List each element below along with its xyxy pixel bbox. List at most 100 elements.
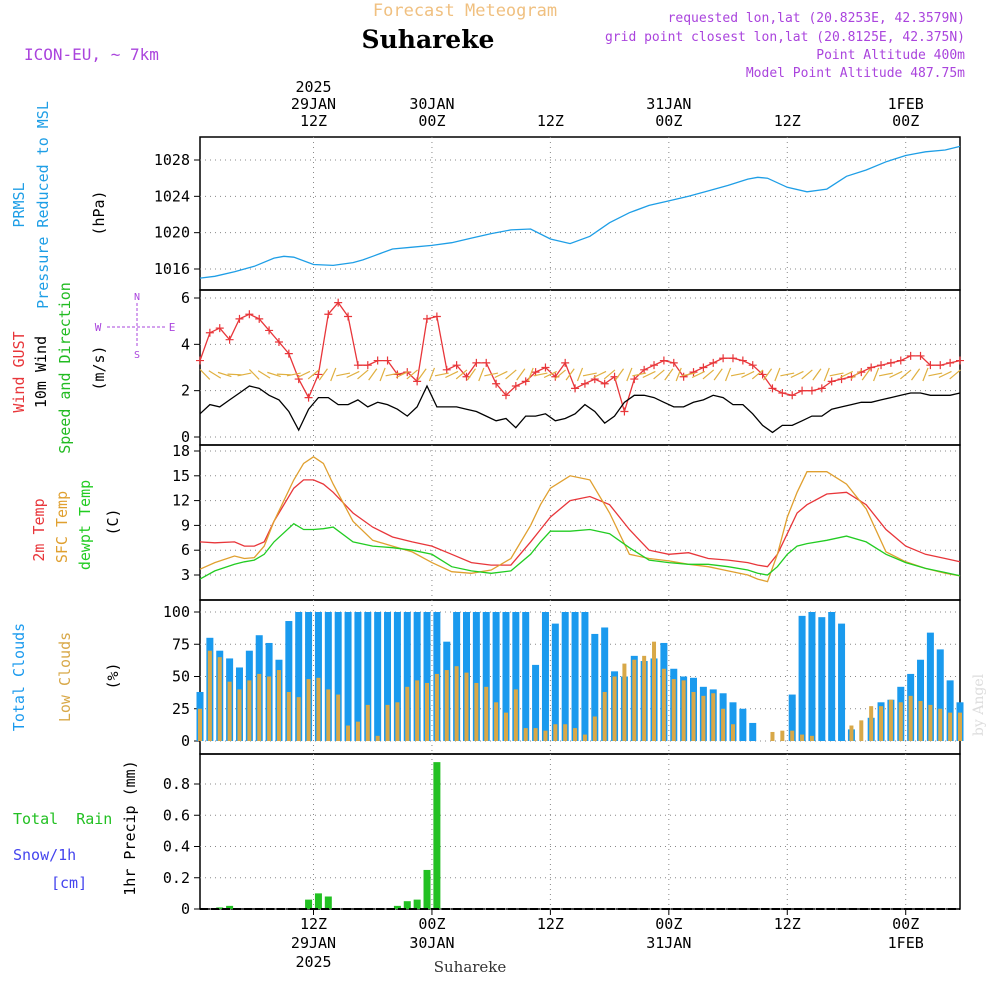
wind-direction-arrow — [527, 367, 534, 382]
gust-marker — [521, 377, 530, 386]
gust-marker — [541, 363, 550, 372]
wind-direction-arrow — [642, 370, 656, 379]
wind-direction-arrow — [237, 372, 252, 377]
wind-direction-arrow — [812, 368, 822, 381]
bottom-axis-label: 30JAN — [409, 934, 454, 952]
wind-direction-arrow — [850, 369, 863, 380]
rain-bar — [433, 762, 441, 909]
rain-bar — [226, 905, 234, 909]
wind-direction-arrow — [823, 367, 830, 382]
gust-marker — [778, 388, 787, 397]
bottom-axis-label: 00Z — [418, 915, 445, 933]
low-cloud-bar — [326, 689, 331, 741]
wind-direction-arrow — [614, 368, 625, 381]
top-axis-label: 30JAN — [409, 95, 454, 113]
total-cloud-bar — [354, 612, 362, 741]
wind-direction-arrow — [428, 367, 436, 382]
y-tick-label: 0 — [181, 428, 190, 446]
y-tick-label: 18 — [172, 442, 190, 460]
total-cloud-bar — [532, 664, 540, 741]
total-cloud-bar — [571, 612, 579, 741]
wind-direction-arrow — [199, 369, 211, 380]
wind-direction-arrow — [505, 369, 517, 380]
wind-direction-arrow — [494, 370, 508, 379]
low-cloud-bar — [405, 686, 410, 741]
wind-direction-arrow — [434, 372, 449, 377]
total-cloud-bar — [946, 680, 954, 741]
low-cloud-bar — [306, 679, 311, 741]
gust-marker — [274, 338, 283, 347]
gust-marker — [817, 384, 826, 393]
wind-direction-arrow — [346, 370, 360, 379]
wind-direction-arrow — [455, 369, 468, 380]
low-cloud-bar — [809, 735, 814, 741]
gust-marker — [423, 314, 432, 323]
low-cloud-bar — [316, 677, 321, 741]
wind-direction-arrow — [911, 368, 921, 381]
precip-unit-label: 1hr Precip (mm) — [121, 760, 139, 895]
gust-marker — [245, 310, 254, 319]
wind-direction-arrow — [713, 368, 723, 381]
gust-marker — [877, 361, 886, 370]
wind-direction-arrow — [762, 368, 773, 381]
rain-bar — [216, 907, 224, 909]
total-cloud-bar — [591, 633, 599, 741]
wind-gust-label: Wind GUST — [10, 331, 28, 412]
compass-west: W — [95, 321, 102, 334]
total-cloud-bar — [482, 612, 490, 741]
gust-marker — [196, 356, 204, 365]
panel-frame — [199, 444, 961, 601]
wind-direction-arrow — [582, 372, 597, 377]
gust-marker — [235, 314, 244, 323]
gust-marker — [748, 361, 757, 370]
low-cloud-bar — [691, 691, 696, 741]
wind-direction-arrow — [286, 372, 301, 377]
low-cloud-bar — [602, 691, 607, 741]
total-cloud-bar — [334, 612, 342, 741]
gust-marker — [709, 358, 718, 367]
bottom-axis-label: 2025 — [295, 953, 331, 971]
gust-marker — [215, 324, 224, 333]
wind-direction-arrow — [543, 370, 557, 379]
total-cloud-bar — [374, 612, 382, 741]
low-cloud-bar — [938, 708, 943, 741]
gust-marker — [255, 314, 264, 323]
gust-marker — [432, 312, 441, 321]
gust-marker — [738, 356, 747, 365]
gust-marker — [383, 356, 392, 365]
gust-marker — [413, 377, 422, 386]
wind-direction-arrow — [702, 369, 715, 380]
low-cloud-bar — [494, 702, 499, 741]
wind-direction-arrow — [318, 368, 328, 381]
low-cloud-bar — [365, 704, 370, 741]
gust-marker — [442, 365, 451, 374]
y-tick-label: 0.2 — [163, 869, 190, 887]
gust-marker — [689, 368, 698, 377]
y-tick-label: 1024 — [154, 187, 190, 205]
low-cloud-bar — [395, 702, 400, 741]
wind-direction-arrow — [554, 369, 567, 380]
panel-frame — [199, 289, 961, 446]
low-cloud-bar — [513, 689, 518, 741]
wind-direction-arrow — [516, 368, 526, 381]
gust-marker — [492, 379, 501, 388]
gust-marker — [669, 358, 678, 367]
low-cloud-bar — [711, 693, 716, 741]
low-cloud-bar — [612, 676, 617, 741]
top-axis-label: 00Z — [418, 112, 445, 130]
wind-direction-arrow — [307, 369, 320, 380]
top-axis-label: 29JAN — [291, 95, 336, 113]
low-cloud-bar — [336, 694, 341, 741]
y-tick-label: 15 — [172, 467, 190, 485]
wind-direction-arrow — [681, 372, 696, 377]
t2m-label: 2m Temp — [30, 498, 48, 561]
gust-marker — [640, 365, 649, 374]
total-cloud-bar — [305, 612, 313, 741]
wind-direction-arrow — [632, 372, 647, 377]
wind-direction-arrow — [357, 369, 369, 380]
low-cloud-bar — [642, 655, 647, 741]
wind-direction-arrow — [801, 369, 813, 380]
total-cloud-bar — [403, 612, 411, 741]
